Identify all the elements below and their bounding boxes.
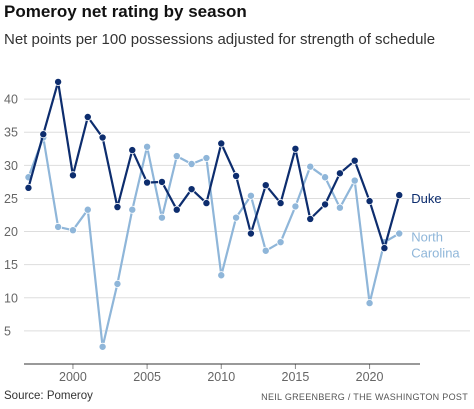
- x-axis-ticks: 2000 2005 2010 2015 2020: [59, 364, 384, 384]
- data-point-north-carolina: [143, 142, 152, 151]
- data-point-duke: [350, 156, 359, 165]
- x-tick-label: 2005: [133, 370, 161, 384]
- data-point-north-carolina: [306, 162, 315, 171]
- y-tick-label: 5: [4, 324, 11, 338]
- data-point-north-carolina: [395, 229, 404, 238]
- series-line-duke: [27, 80, 401, 250]
- series-label-duke: Duke: [411, 191, 441, 206]
- chart-title: Pomeroy net rating by season: [4, 2, 247, 21]
- chart-subtitle: Net points per 100 possessions adjusted …: [4, 31, 436, 48]
- data-point-north-carolina: [98, 342, 107, 351]
- data-point-north-carolina: [172, 152, 181, 161]
- x-tick-label: 2000: [59, 370, 87, 384]
- data-point-north-carolina: [83, 205, 92, 214]
- data-point-duke: [335, 169, 344, 178]
- data-point-duke: [202, 199, 211, 208]
- data-point-north-carolina: [261, 246, 270, 255]
- data-point-duke: [217, 139, 226, 148]
- data-point-duke: [128, 146, 137, 155]
- y-tick-label: 35: [4, 126, 18, 140]
- y-tick-label: 20: [4, 225, 18, 239]
- data-point-duke: [157, 177, 166, 186]
- y-tick-label: 40: [4, 93, 18, 107]
- y-axis-ticks: 5 10 15 20 25 30 35 40: [4, 93, 18, 339]
- y-tick-label: 30: [4, 159, 18, 173]
- data-point-duke: [261, 181, 270, 190]
- series-line-north-carolina: [27, 136, 400, 348]
- data-point-duke: [306, 214, 315, 223]
- data-point-duke: [68, 171, 77, 180]
- data-point-north-carolina: [321, 173, 330, 182]
- credit-note: NEIL GREENBERG / THE WASHINGTON POST: [261, 392, 468, 402]
- data-point-duke: [365, 197, 374, 206]
- data-point-north-carolina: [54, 222, 63, 231]
- data-point-duke: [187, 185, 196, 194]
- data-point-north-carolina: [202, 154, 211, 163]
- data-point-north-carolina: [157, 213, 166, 222]
- data-point-north-carolina: [350, 176, 359, 185]
- y-tick-label: 25: [4, 192, 18, 206]
- data-point-duke: [276, 199, 285, 208]
- data-point-north-carolina: [291, 202, 300, 211]
- data-point-duke: [113, 203, 122, 212]
- data-point-duke: [24, 183, 33, 192]
- data-point-north-carolina: [113, 279, 122, 288]
- data-point-north-carolina: [246, 191, 255, 200]
- data-point-duke: [172, 205, 181, 214]
- x-tick-label: 2015: [282, 370, 310, 384]
- source-note: Source: Pomeroy: [4, 390, 93, 402]
- series-north-carolina: North Carolina: [24, 133, 460, 351]
- data-point-duke: [54, 77, 63, 86]
- data-point-north-carolina: [335, 203, 344, 212]
- data-point-north-carolina: [365, 299, 374, 308]
- x-tick-label: 2020: [356, 370, 384, 384]
- data-point-duke: [321, 200, 330, 209]
- data-point-duke: [232, 171, 241, 180]
- data-point-north-carolina: [217, 271, 226, 280]
- data-point-duke: [246, 229, 255, 238]
- series-label-north-carolina: North Carolina: [411, 230, 460, 261]
- data-point-north-carolina: [276, 238, 285, 247]
- data-point-north-carolina: [232, 213, 241, 222]
- data-point-duke: [380, 244, 389, 253]
- y-tick-label: 15: [4, 258, 18, 272]
- data-point-duke: [291, 144, 300, 153]
- series-duke: Duke: [24, 77, 442, 253]
- data-point-duke: [83, 112, 92, 121]
- data-point-duke: [395, 191, 404, 200]
- data-point-north-carolina: [68, 226, 77, 235]
- series-group: North Carolina Duke: [24, 77, 460, 351]
- x-tick-label: 2010: [207, 370, 235, 384]
- data-point-north-carolina: [128, 205, 137, 214]
- y-tick-label: 10: [4, 291, 18, 305]
- data-point-duke: [143, 178, 152, 187]
- data-point-duke: [98, 133, 107, 142]
- data-point-north-carolina: [187, 160, 196, 169]
- data-point-duke: [39, 130, 48, 139]
